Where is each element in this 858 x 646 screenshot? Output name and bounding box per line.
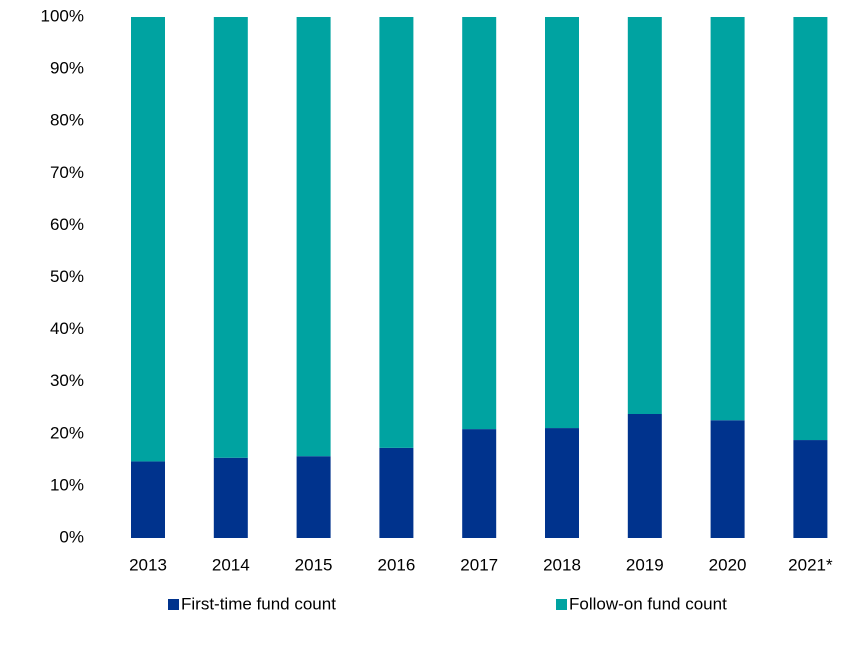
y-tick-label: 40%: [50, 319, 84, 338]
bar-segment: [710, 420, 745, 538]
bar-segment: [710, 17, 745, 421]
bar-segment: [131, 17, 165, 462]
bar-segment: [131, 461, 165, 538]
y-tick-label: 0%: [59, 527, 84, 546]
legend-swatch: [556, 599, 567, 610]
y-tick-label: 80%: [50, 111, 84, 130]
bar-segment: [462, 429, 497, 538]
bar-segment: [462, 17, 497, 430]
x-tick-label: 2018: [543, 555, 581, 574]
bar-segment: [213, 17, 248, 458]
y-tick-label: 70%: [50, 163, 84, 182]
y-tick-label: 60%: [50, 215, 84, 234]
y-tick-label: 30%: [50, 371, 84, 390]
x-tick-label: 2014: [212, 555, 250, 574]
x-tick-label: 2020: [709, 555, 747, 574]
x-tick-label: 2015: [295, 555, 333, 574]
legend-swatch: [168, 599, 179, 610]
x-tick-label: 2021*: [788, 555, 833, 574]
x-tick-label: 2019: [626, 555, 664, 574]
legend-label: First-time fund count: [181, 594, 336, 613]
y-tick-label: 100%: [41, 6, 84, 25]
x-tick-label: 2016: [377, 555, 415, 574]
bar-segment: [793, 440, 828, 538]
x-tick-label: 2013: [129, 555, 167, 574]
y-tick-label: 20%: [50, 423, 84, 442]
legend-label: Follow-on fund count: [569, 594, 727, 613]
bar-segment: [793, 17, 828, 441]
y-tick-label: 50%: [50, 267, 84, 286]
y-tick-label: 10%: [50, 475, 84, 494]
bar-segment: [296, 456, 331, 538]
bar-segment: [213, 457, 248, 538]
bar-segment: [379, 447, 414, 538]
bar-segment: [545, 428, 579, 538]
bar-segment: [379, 17, 414, 448]
x-tick-label: 2017: [460, 555, 498, 574]
bar-segment: [545, 17, 579, 429]
bar-segment: [627, 17, 662, 415]
bar-segment: [296, 17, 331, 457]
bar-segment: [627, 414, 662, 538]
y-tick-label: 90%: [50, 59, 84, 78]
